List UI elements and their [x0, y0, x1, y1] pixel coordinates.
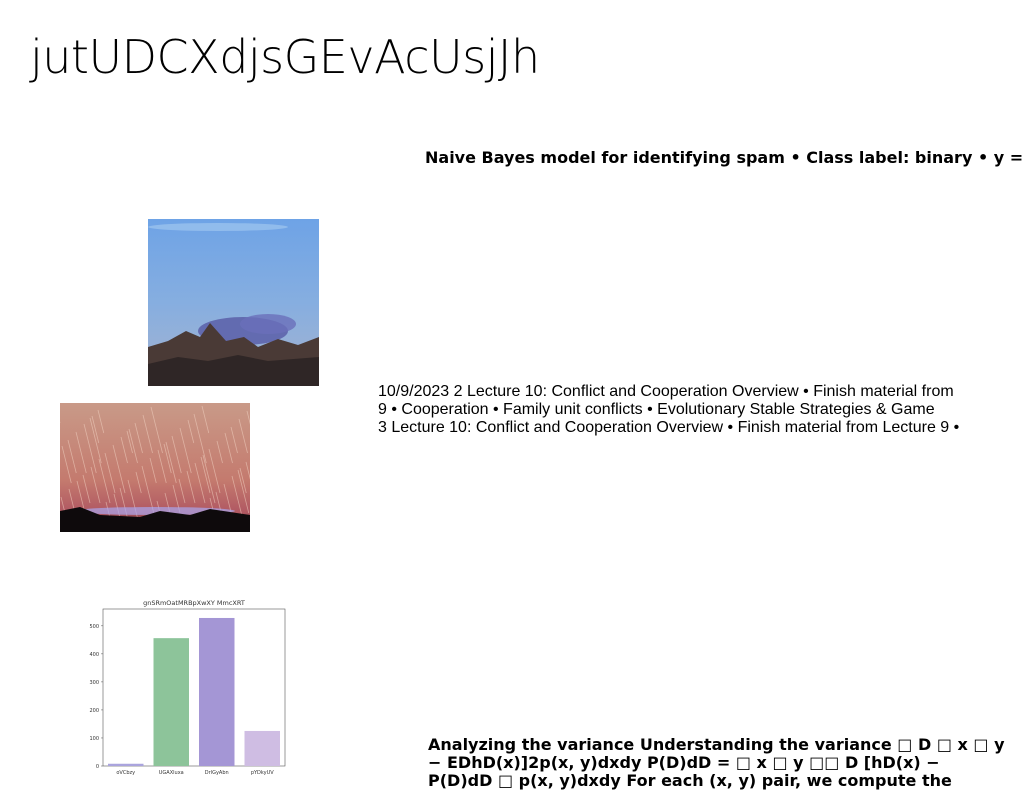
- chart-plot-frame: [102, 608, 286, 767]
- lecture-line: 9 • Cooperation • Family unit conflicts …: [378, 401, 935, 418]
- bar-UGAXluxa: [153, 638, 189, 766]
- x-tick-label: DrlGyAbn: [205, 770, 229, 776]
- y-tick-label: 300: [89, 680, 99, 686]
- y-tick-label: 500: [89, 624, 99, 630]
- y-tick-label: 0: [96, 764, 99, 770]
- x-tick-label: oVCbzy: [116, 770, 135, 776]
- variance-line: Analyzing the variance Understanding the…: [428, 735, 1005, 754]
- mountain-clouds-photo: [148, 219, 319, 386]
- y-tick-label: 400: [89, 652, 99, 658]
- lecture-text: 10/9/2023 2 Lecture 10: Conflict and Coo…: [378, 383, 978, 437]
- lecture-line: 3 Lecture 10: Conflict and Cooperation O…: [378, 419, 960, 436]
- lecture-line: 10/9/2023 2 Lecture 10: Conflict and Coo…: [378, 383, 954, 400]
- chart-title: gnSRmOatMRBpXwXY MmcXRT: [143, 599, 245, 607]
- page-title: jutUDCXdjsGEvAcUsjJh: [30, 30, 540, 84]
- bar-DrlGyAbn: [199, 617, 235, 766]
- x-tick-label: pYDkyUV: [251, 770, 274, 776]
- variance-line: P(D)dD □ p(x, y)dxdy For each (x, y) pai…: [428, 771, 952, 790]
- x-tick-label: UGAXluxa: [159, 770, 184, 776]
- variance-line: − EDhD(x)]2p(x, y)dxdy P(D)dD = □ x □ y …: [428, 753, 940, 772]
- y-tick-label: 200: [89, 708, 99, 714]
- bar-chart: gnSRmOatMRBpXwXY MmcXRT 0 100 200 300 400 500…: [85, 594, 295, 784]
- bar-pYDkyUV: [244, 730, 280, 766]
- star-trails-photo: [60, 403, 250, 532]
- variance-text: Analyzing the variance Understanding the…: [428, 736, 1008, 790]
- y-tick-label: 100: [89, 736, 99, 742]
- bar-oVCbzy: [108, 763, 144, 766]
- spam-model-heading: Naive Bayes model for identifying spam •…: [425, 148, 1024, 167]
